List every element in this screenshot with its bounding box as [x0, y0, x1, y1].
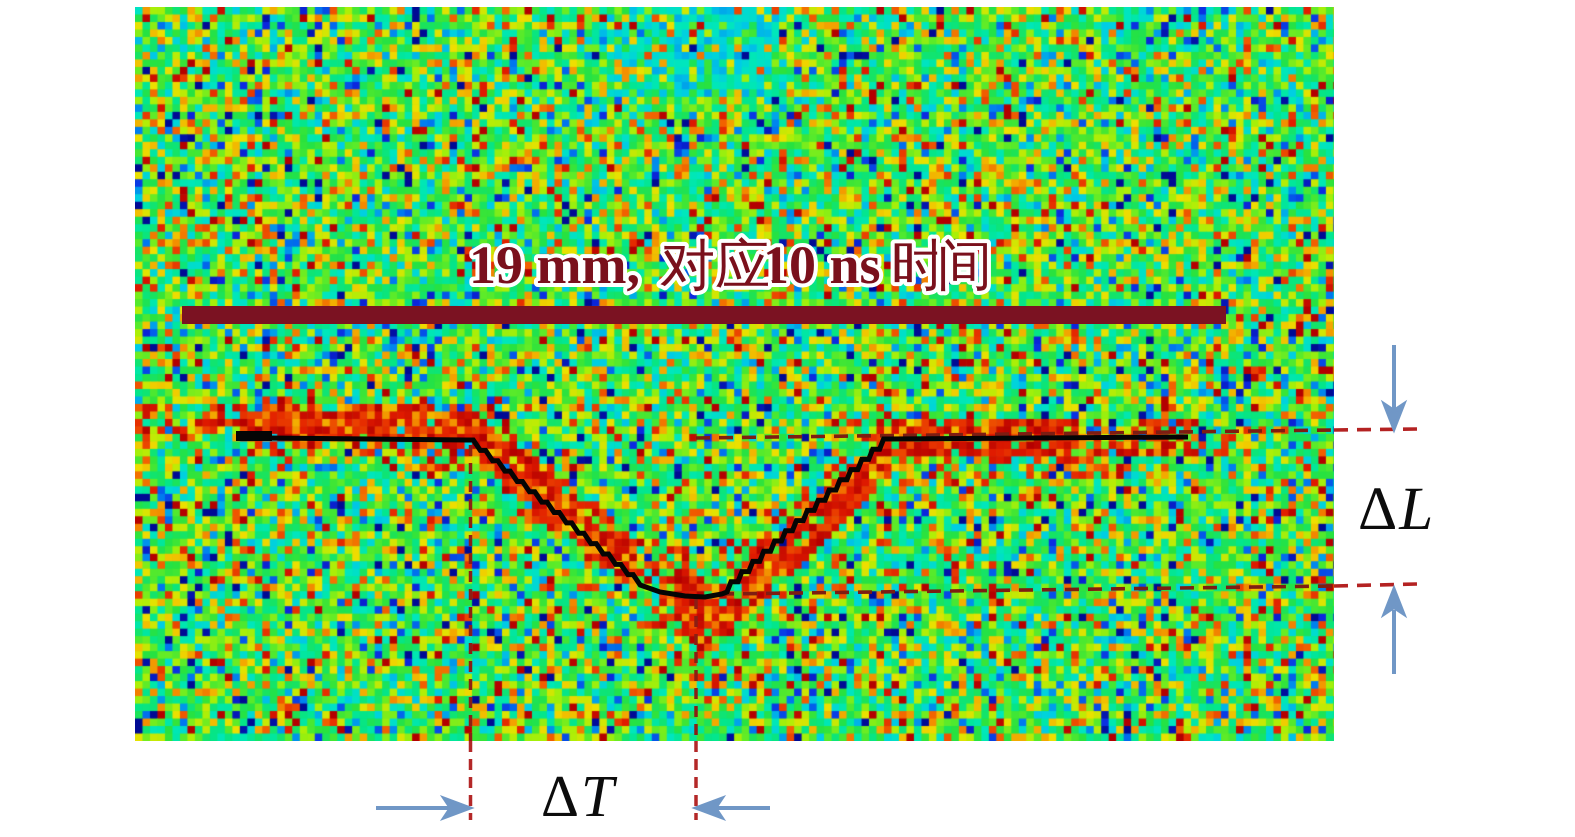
- svg-text:10 ns: 10 ns: [762, 235, 881, 295]
- svg-text:ΔT: ΔT: [541, 763, 618, 829]
- svg-text:ΔL: ΔL: [1358, 476, 1435, 543]
- svg-text:19 mm,: 19 mm,: [469, 235, 640, 295]
